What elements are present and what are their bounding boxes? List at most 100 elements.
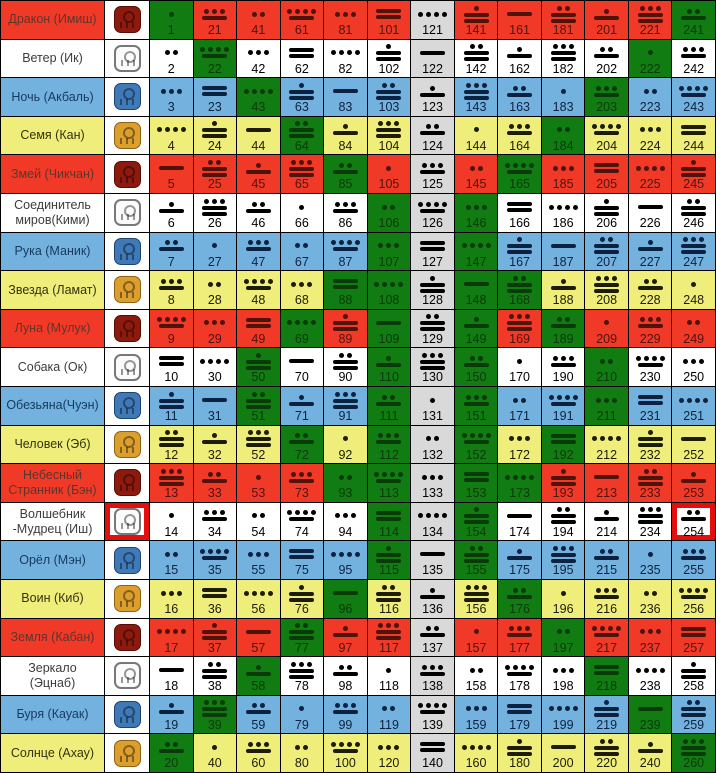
kin-cell: 256 [672, 579, 716, 619]
kin-cell: 200 [541, 734, 586, 773]
mayan-tone-glyph [507, 506, 533, 526]
mayan-tone-glyph [507, 622, 533, 642]
mayan-tone-glyph [245, 351, 271, 371]
seal-icon-cell [105, 232, 150, 272]
kin-number: 258 [683, 679, 705, 694]
kin-number: 82 [338, 61, 353, 76]
mayan-tone-glyph [289, 351, 315, 371]
kin-number: 239 [639, 717, 661, 732]
kin-cell: 174 [498, 502, 542, 542]
kin-cell: 29 [193, 309, 238, 349]
kin-cell: 220 [585, 734, 629, 773]
mayan-tone-glyph [202, 506, 228, 526]
mayan-tone-glyph [338, 467, 352, 487]
kin-number: 116 [378, 602, 399, 617]
kin-number: 198 [552, 679, 574, 694]
kin-number: 195 [552, 563, 574, 578]
kin-number: 147 [465, 254, 487, 269]
seal-icon-cell [105, 695, 150, 735]
mayan-tone-glyph [332, 274, 358, 294]
mayan-tone-glyph [204, 313, 226, 333]
kin-number: 38 [207, 679, 222, 694]
mayan-tone-glyph [596, 390, 618, 410]
kin-cell: 131 [411, 386, 455, 426]
kin-cell: 139 [411, 695, 455, 735]
mayan-tone-glyph [594, 583, 620, 603]
kin-number: 161 [509, 23, 530, 38]
kin-number: 85 [338, 177, 353, 192]
mayan-tone-glyph [332, 120, 358, 140]
mayan-tone-glyph [463, 4, 489, 24]
kin-cell: 136 [411, 579, 455, 619]
kin-cell: 51 [237, 386, 281, 426]
mayan-tone-glyph [505, 660, 535, 680]
mayan-tone-glyph [463, 467, 489, 487]
kin-number: 145 [465, 177, 487, 192]
kin-number: 14 [164, 524, 179, 539]
mayan-tone-glyph [299, 197, 305, 217]
kin-cell: 191 [541, 386, 586, 426]
seal-icon-cell [105, 78, 150, 117]
kin-number: 236 [639, 602, 661, 617]
kin-number: 230 [639, 370, 661, 385]
kin-cell: 209 [585, 309, 629, 349]
kin-number: 183 [552, 100, 574, 115]
kin-cell: 197 [541, 618, 586, 658]
mayan-tone-glyph [507, 544, 533, 564]
kin-cell: 171 [498, 386, 542, 426]
mayan-tone-glyph [247, 544, 269, 564]
mayan-tone-glyph [639, 622, 661, 642]
kin-number: 219 [596, 717, 618, 732]
mayan-tone-glyph [295, 236, 309, 256]
kin-number: 23 [207, 100, 222, 115]
kin-cell: 6 [150, 193, 194, 233]
kin-cell: 122 [411, 39, 455, 79]
mayan-tone-glyph [160, 583, 182, 603]
mayan-tone-glyph [507, 236, 533, 256]
kin-number: 75 [294, 563, 309, 578]
mayan-tone-glyph [594, 467, 620, 487]
kin-cell: 111 [367, 386, 412, 426]
kin-cell: 68 [280, 271, 325, 310]
mayan-tone-glyph [245, 197, 271, 217]
mayan-tone-glyph [289, 660, 315, 680]
day-sign-name: Змей (Чикчан) [1, 155, 105, 194]
kin-cell: 205 [585, 155, 629, 194]
kin-cell: 84 [324, 116, 368, 156]
kin-number: 105 [378, 177, 400, 192]
kin-number: 52 [251, 447, 266, 462]
kin-cell: 64 [280, 116, 325, 156]
day-sign-name: Волшебник -Мудрец (Иш) [1, 502, 105, 542]
mayan-tone-glyph [202, 699, 228, 719]
seal-icon-cell [105, 541, 150, 580]
star-seal-icon [113, 276, 141, 304]
kin-cell: 53 [237, 464, 281, 503]
kin-cell: 198 [541, 657, 586, 696]
mayan-tone-glyph [600, 351, 614, 371]
mayan-tone-glyph [243, 81, 273, 101]
mayan-tone-glyph [245, 236, 271, 256]
kin-cell: 173 [498, 464, 542, 503]
kin-number: 5 [167, 177, 175, 192]
kin-cell: 85 [324, 155, 368, 194]
kin-number: 207 [596, 254, 618, 269]
kin-cell: 115 [367, 541, 412, 580]
kin-cell: 166 [498, 193, 542, 233]
kin-number: 223 [639, 100, 661, 115]
kin-cell: 14 [150, 502, 194, 542]
kin-number: 13 [164, 486, 179, 501]
kin-cell: 241 [672, 1, 716, 40]
mayan-tone-glyph [332, 81, 358, 101]
kin-cell: 216 [585, 579, 629, 619]
kin-number: 99 [338, 717, 353, 732]
kin-cell: 80 [280, 734, 325, 773]
mayan-tone-glyph [245, 120, 271, 140]
warrior-seal-icon [113, 585, 141, 613]
mayan-tone-glyph [417, 506, 447, 526]
seal-icon-cell [105, 657, 150, 696]
day-sign-name: Луна (Мулук) [1, 309, 105, 349]
kin-cell: 12 [150, 425, 194, 465]
mayan-tone-glyph [255, 467, 261, 487]
mayan-tone-glyph [681, 4, 707, 24]
kin-cell: 72 [280, 425, 325, 465]
